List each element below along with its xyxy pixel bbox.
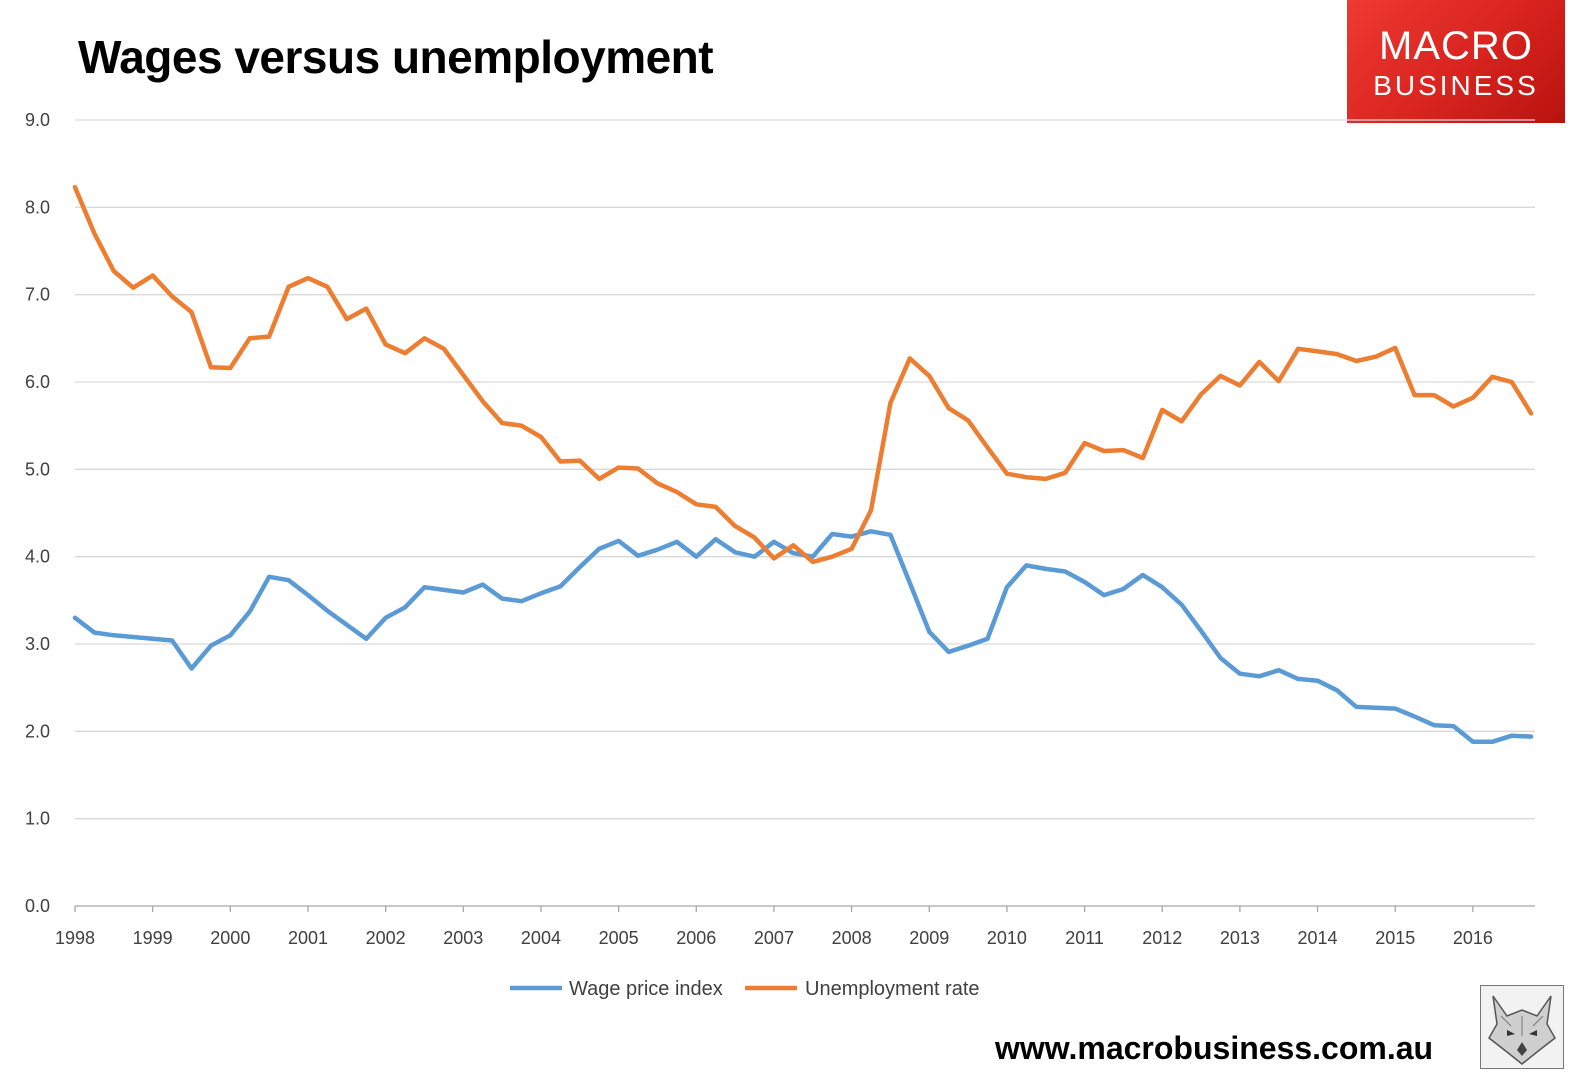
x-tick-label: 2014 bbox=[1298, 928, 1338, 948]
gridlines bbox=[75, 119, 1535, 820]
x-tick-label: 2011 bbox=[1065, 928, 1104, 948]
y-tick-label: 2.0 bbox=[25, 721, 50, 741]
x-tick-label: 2000 bbox=[210, 928, 250, 948]
y-tick-label: 6.0 bbox=[25, 372, 50, 392]
y-tick-label: 8.0 bbox=[25, 197, 50, 217]
x-tick-label: 2016 bbox=[1453, 928, 1493, 948]
y-tick-label: 3.0 bbox=[25, 634, 50, 654]
x-tick-label: 2015 bbox=[1375, 928, 1415, 948]
source-url: www.macrobusiness.com.au bbox=[995, 1030, 1434, 1066]
x-tick-label: 2006 bbox=[676, 928, 716, 948]
x-tick-label: 2012 bbox=[1142, 928, 1182, 948]
y-tick-label: 9.0 bbox=[25, 110, 50, 130]
series-line-wage-price-index bbox=[72, 529, 1534, 745]
logo-line-macro: MACRO bbox=[1379, 24, 1533, 68]
x-tick-label: 2003 bbox=[443, 928, 483, 948]
legend-label-unemployment-rate: Unemployment rate bbox=[805, 978, 980, 1000]
macro-business-logo: MACRO BUSINESS bbox=[1347, 0, 1565, 123]
wolf-emblem bbox=[1480, 985, 1564, 1069]
x-tick-label: 2005 bbox=[599, 928, 639, 948]
x-tick-label: 1998 bbox=[55, 928, 95, 948]
x-tick-label: 2004 bbox=[521, 928, 561, 948]
y-tick-label: 1.0 bbox=[25, 809, 50, 829]
x-tick-label: 2008 bbox=[832, 928, 872, 948]
x-tick-label: 1999 bbox=[133, 928, 173, 948]
x-tick-label: 2013 bbox=[1220, 928, 1260, 948]
x-tick-label: 2010 bbox=[987, 928, 1027, 948]
y-axis-tick-labels: 0.0 1.0 2.0 3.0 4.0 5.0 6.0 7.0 8.0 9.0 bbox=[25, 110, 50, 916]
x-tick-label: 2002 bbox=[366, 928, 406, 948]
series-lines bbox=[72, 184, 1534, 745]
y-tick-label: 0.0 bbox=[25, 896, 50, 916]
y-tick-label: 4.0 bbox=[25, 547, 50, 567]
y-tick-label: 7.0 bbox=[25, 285, 50, 305]
legend-label-wage-price-index: Wage price index bbox=[569, 978, 723, 1000]
series-line-unemployment-rate bbox=[72, 184, 1534, 565]
logo-line-business: BUSINESS bbox=[1373, 70, 1539, 101]
chart-title: Wages versus unemployment bbox=[78, 31, 714, 83]
x-tick-label: 2009 bbox=[909, 928, 949, 948]
x-tick-label: 2007 bbox=[754, 928, 794, 948]
x-axis bbox=[74, 905, 1535, 912]
y-tick-label: 5.0 bbox=[25, 459, 50, 479]
wolf-icon bbox=[1488, 995, 1556, 1065]
legend: Wage price index Unemployment rate bbox=[510, 978, 980, 1000]
x-tick-label: 2001 bbox=[288, 928, 328, 948]
x-axis-tick-labels: 1998 1999 2000 2001 2002 2003 2004 2005 2006 2007… bbox=[55, 928, 1493, 948]
